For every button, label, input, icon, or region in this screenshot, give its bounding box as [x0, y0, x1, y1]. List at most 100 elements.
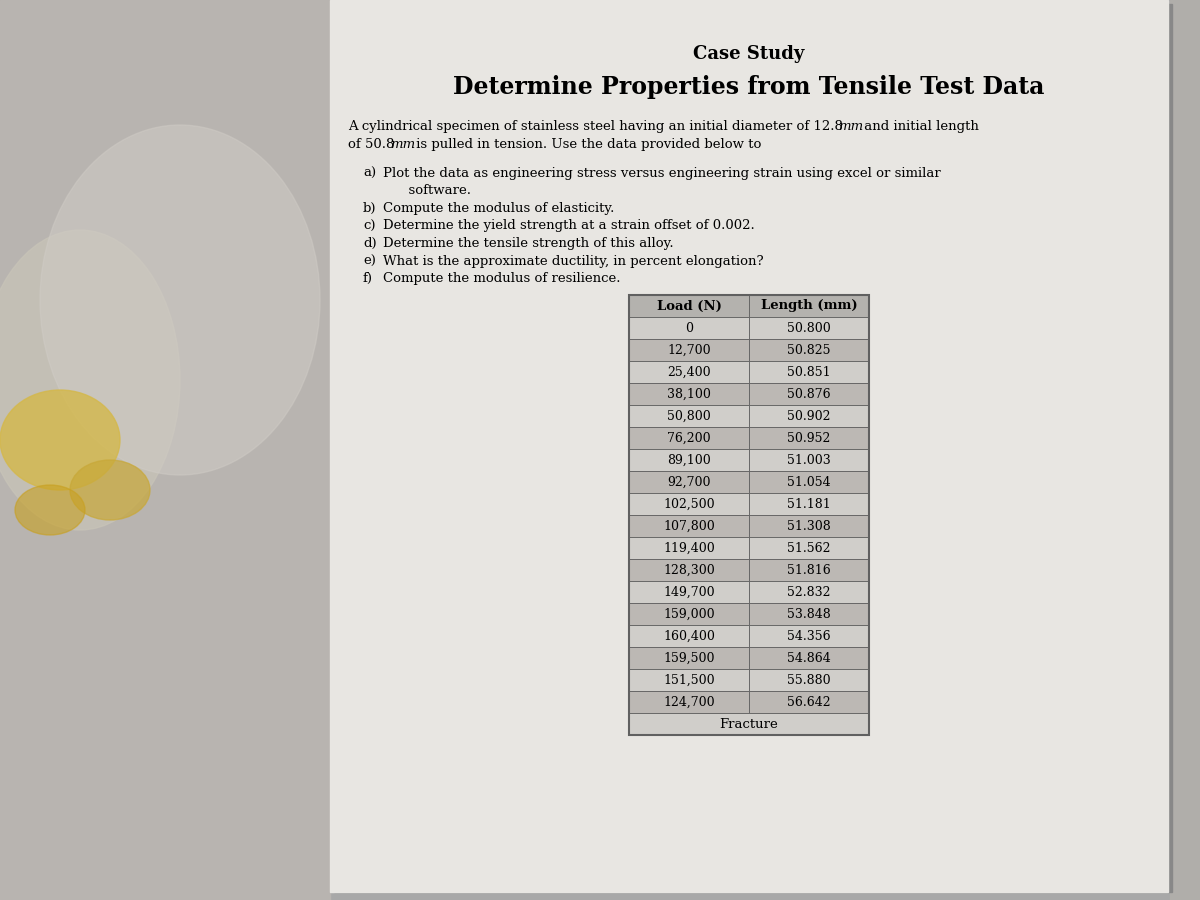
- Bar: [749, 361, 869, 383]
- Ellipse shape: [40, 125, 320, 475]
- Bar: [629, 537, 749, 559]
- Bar: [749, 669, 869, 691]
- Text: 51.003: 51.003: [787, 454, 830, 466]
- Bar: [1170, 0, 1200, 900]
- Bar: [629, 559, 749, 581]
- Bar: [749, 493, 869, 515]
- Ellipse shape: [0, 230, 180, 530]
- Bar: [749, 537, 869, 559]
- Text: b): b): [364, 202, 377, 215]
- Bar: [330, 0, 1168, 892]
- Text: 50.825: 50.825: [787, 344, 830, 356]
- Bar: [0, 0, 330, 900]
- Ellipse shape: [0, 390, 120, 490]
- Text: Plot the data as engineering stress versus engineering strain using excel or sim: Plot the data as engineering stress vers…: [383, 167, 941, 180]
- Text: 124,700: 124,700: [664, 696, 715, 708]
- Bar: [629, 471, 749, 493]
- Text: 56.642: 56.642: [787, 696, 830, 708]
- Text: 160,400: 160,400: [664, 629, 715, 643]
- Text: 12,700: 12,700: [667, 344, 710, 356]
- Text: 92,700: 92,700: [667, 475, 710, 489]
- Bar: [749, 427, 869, 449]
- Bar: [629, 383, 749, 405]
- Bar: [629, 295, 749, 317]
- Text: 54.356: 54.356: [787, 629, 830, 643]
- Text: software.: software.: [383, 184, 470, 197]
- Bar: [629, 317, 749, 339]
- Text: 149,700: 149,700: [664, 586, 715, 598]
- Text: 159,500: 159,500: [664, 652, 715, 664]
- Text: 51.181: 51.181: [787, 498, 830, 510]
- Text: Determine Properties from Tensile Test Data: Determine Properties from Tensile Test D…: [454, 75, 1045, 99]
- Bar: [749, 383, 869, 405]
- Bar: [749, 603, 869, 625]
- Text: 89,100: 89,100: [667, 454, 710, 466]
- Bar: [629, 647, 749, 669]
- Text: 50.876: 50.876: [787, 388, 830, 400]
- Text: 51.308: 51.308: [787, 519, 830, 533]
- Text: 102,500: 102,500: [664, 498, 715, 510]
- Text: 128,300: 128,300: [664, 563, 715, 577]
- Bar: [629, 713, 869, 735]
- Bar: [749, 625, 869, 647]
- Text: 53.848: 53.848: [787, 608, 830, 620]
- Text: 107,800: 107,800: [664, 519, 715, 533]
- Text: d): d): [364, 237, 377, 250]
- Text: f): f): [364, 272, 373, 285]
- Bar: [749, 449, 869, 471]
- Text: Compute the modulus of resilience.: Compute the modulus of resilience.: [383, 272, 620, 285]
- Text: Load (N): Load (N): [656, 300, 721, 312]
- Bar: [749, 295, 869, 317]
- Bar: [749, 647, 869, 669]
- Bar: [629, 361, 749, 383]
- Text: Compute the modulus of elasticity.: Compute the modulus of elasticity.: [383, 202, 614, 215]
- Text: 54.864: 54.864: [787, 652, 830, 664]
- Bar: [629, 515, 749, 537]
- Text: and initial length: and initial length: [860, 120, 979, 133]
- Text: 51.816: 51.816: [787, 563, 830, 577]
- Bar: [334, 4, 1172, 892]
- Text: 51.562: 51.562: [787, 542, 830, 554]
- Bar: [749, 515, 869, 537]
- Text: 50.952: 50.952: [787, 431, 830, 445]
- Text: mm: mm: [838, 120, 863, 133]
- Text: 50.851: 50.851: [787, 365, 830, 379]
- Bar: [629, 603, 749, 625]
- Text: 119,400: 119,400: [664, 542, 715, 554]
- Bar: [629, 581, 749, 603]
- Text: mm: mm: [390, 138, 415, 151]
- Text: is pulled in tension. Use the data provided below to: is pulled in tension. Use the data provi…: [412, 138, 761, 151]
- Text: Length (mm): Length (mm): [761, 300, 857, 312]
- Text: 76,200: 76,200: [667, 431, 710, 445]
- Text: 38,100: 38,100: [667, 388, 710, 400]
- Ellipse shape: [70, 460, 150, 520]
- Text: Determine the yield strength at a strain offset of 0.002.: Determine the yield strength at a strain…: [383, 220, 755, 232]
- Text: 25,400: 25,400: [667, 365, 710, 379]
- Text: 151,500: 151,500: [664, 673, 715, 687]
- Text: c): c): [364, 220, 376, 232]
- Bar: [629, 493, 749, 515]
- Bar: [749, 471, 869, 493]
- Bar: [749, 339, 869, 361]
- Bar: [629, 691, 749, 713]
- Bar: [749, 581, 869, 603]
- Text: 50.800: 50.800: [787, 321, 830, 335]
- Text: e): e): [364, 255, 376, 267]
- Bar: [749, 559, 869, 581]
- Bar: [629, 669, 749, 691]
- Bar: [629, 449, 749, 471]
- Text: of 50.8: of 50.8: [348, 138, 395, 151]
- Bar: [749, 317, 869, 339]
- Ellipse shape: [14, 485, 85, 535]
- Text: a): a): [364, 167, 376, 180]
- Text: 50.902: 50.902: [787, 410, 830, 422]
- Bar: [629, 625, 749, 647]
- Text: Case Study: Case Study: [694, 45, 805, 63]
- Text: 52.832: 52.832: [787, 586, 830, 598]
- Text: 55.880: 55.880: [787, 673, 830, 687]
- Bar: [749, 405, 869, 427]
- Text: Fracture: Fracture: [720, 717, 779, 731]
- Text: Determine the tensile strength of this alloy.: Determine the tensile strength of this a…: [383, 237, 673, 250]
- Bar: [629, 339, 749, 361]
- Bar: [629, 405, 749, 427]
